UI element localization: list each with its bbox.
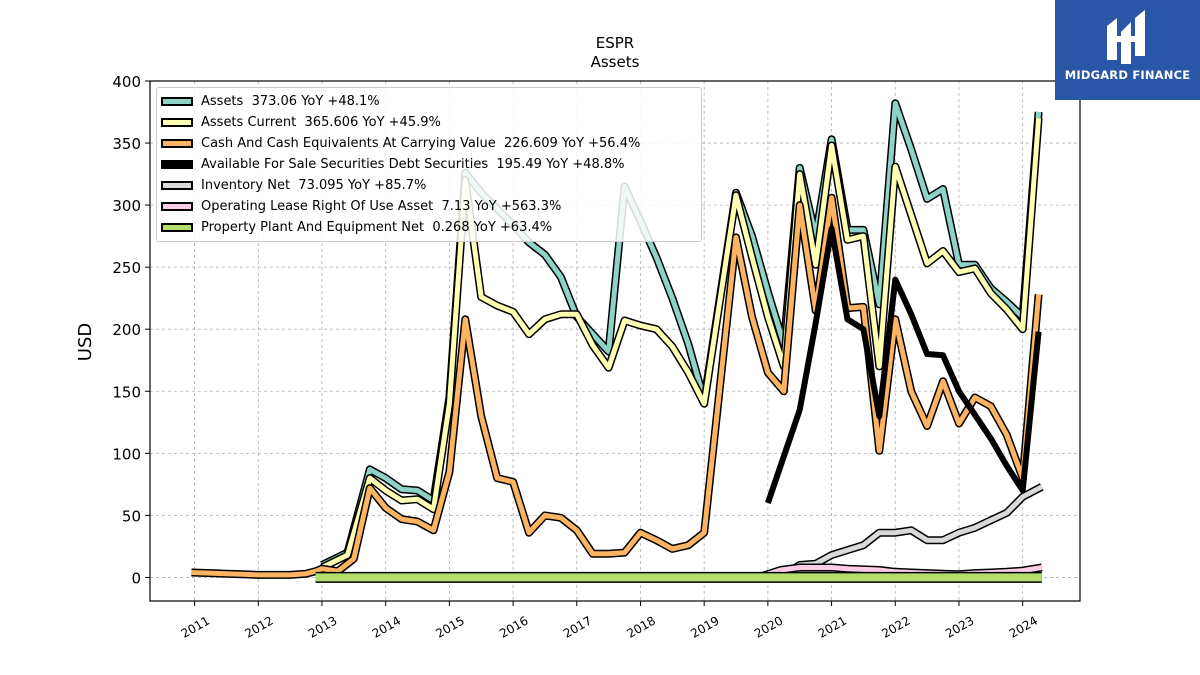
chart-title: ESPR <box>596 34 634 52</box>
legend-swatch <box>161 159 193 169</box>
legend-swatch <box>161 96 193 106</box>
legend-label: Cash And Cash Equivalents At Carrying Va… <box>201 135 641 151</box>
legend-item: Operating Lease Right Of Use Asset 7.13 … <box>161 196 561 216</box>
series-2 <box>191 193 1043 579</box>
y-tick-label: 250 <box>112 259 141 277</box>
x-tick-label: 2015 <box>433 613 466 640</box>
y-tick-label: 300 <box>112 197 141 215</box>
legend-swatch <box>161 117 193 127</box>
x-tick-label: 2021 <box>816 613 849 640</box>
x-tick-label: 2011 <box>179 613 212 640</box>
legend-item: Assets 373.06 YoY +48.1% <box>161 91 380 111</box>
y-tick-label: 100 <box>112 445 141 463</box>
series-line <box>191 195 1042 578</box>
x-tick-label: 2013 <box>306 613 339 640</box>
y-tick-label: 50 <box>122 507 141 525</box>
series-3 <box>765 225 1042 504</box>
chart-subtitle: Assets <box>591 53 640 71</box>
legend-swatch <box>161 180 193 190</box>
x-tick-label: 2014 <box>370 613 403 640</box>
y-tick-label: 0 <box>131 569 141 587</box>
legend-label: Available For Sale Securities Debt Secur… <box>201 156 625 172</box>
y-axis-label: USD <box>75 323 96 361</box>
logo-text: MIDGARD FINANCE <box>1064 68 1191 82</box>
legend-swatch <box>161 201 193 211</box>
legend-swatch <box>161 222 193 232</box>
y-tick-label: 200 <box>112 321 141 339</box>
legend-item: Assets Current 365.606 YoY +45.9% <box>161 112 441 132</box>
x-tick-label: 2018 <box>625 613 658 640</box>
legend-label: Property Plant And Equipment Net 0.268 Y… <box>201 219 553 235</box>
plot-frame <box>149 80 1081 602</box>
x-tick-label: 2019 <box>688 613 721 640</box>
midgard-logo: MIDGARD FINANCE <box>1055 0 1200 100</box>
x-tick-label: 2020 <box>752 613 785 640</box>
x-tick-label: 2022 <box>879 613 912 640</box>
series-line <box>320 118 1042 570</box>
legend-item: Available For Sale Securities Debt Secur… <box>161 154 624 174</box>
x-tick-label: 2023 <box>943 613 976 640</box>
x-tick-label: 2017 <box>561 613 594 640</box>
series-line <box>765 225 1042 504</box>
x-tick-label: 2016 <box>497 613 530 640</box>
legend-label: Operating Lease Right Of Use Asset 7.13 … <box>201 198 562 214</box>
legend: Assets 373.06 YoY +48.1% Assets Current 3… <box>156 87 702 242</box>
legend-label: Assets Current 365.606 YoY +45.9% <box>201 114 441 130</box>
legend-item: Property Plant And Equipment Net 0.268 Y… <box>161 217 552 237</box>
x-tick-label: 2024 <box>1007 613 1040 640</box>
legend-item: Inventory Net 73.095 YoY +85.7% <box>161 175 426 195</box>
legend-label: Assets 373.06 YoY +48.1% <box>201 93 380 109</box>
series-layer <box>191 99 1044 583</box>
series-1 <box>320 117 1043 572</box>
midgard-logo-icon <box>1107 10 1145 64</box>
legend-label: Inventory Net 73.095 YoY +85.7% <box>201 177 427 193</box>
x-tick-label: 2012 <box>242 613 275 640</box>
y-tick-label: 350 <box>112 135 141 153</box>
y-tick-label: 150 <box>112 383 141 401</box>
legend-swatch <box>161 138 193 148</box>
series-4 <box>761 483 1044 581</box>
legend-item: Cash And Cash Equivalents At Carrying Va… <box>161 133 640 153</box>
y-tick-label: 400 <box>112 73 141 91</box>
series-line <box>761 484 1043 579</box>
